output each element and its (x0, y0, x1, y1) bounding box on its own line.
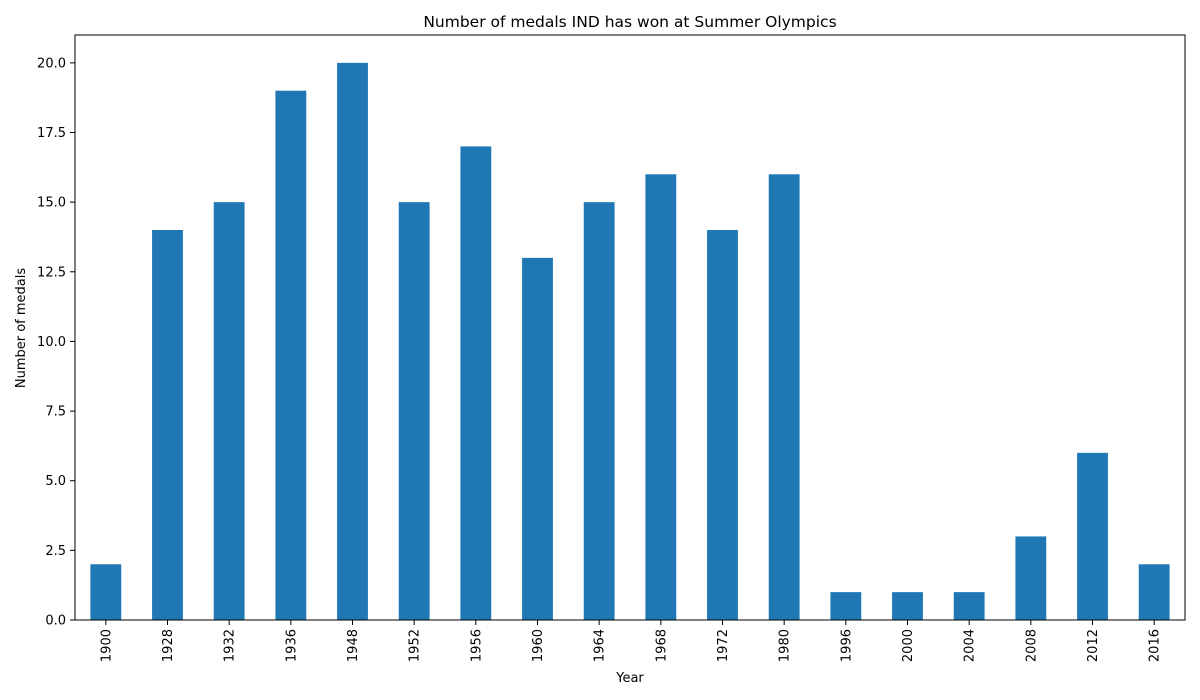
x-tick-label: 1972 (716, 629, 731, 662)
x-tick-label: 1996 (839, 629, 854, 662)
bar-1972 (707, 230, 738, 620)
y-axis: 0.0 2.5 5.0 7.5 10.0 12.5 15.0 17.5 20.0 (37, 56, 75, 629)
x-tick-label: 2012 (1086, 629, 1101, 662)
y-tick-label: 12.5 (37, 265, 66, 280)
x-axis-label: Year (615, 671, 644, 686)
bar-1936 (275, 90, 307, 620)
x-tick-label: 1948 (346, 629, 361, 662)
bar-1932 (213, 202, 245, 620)
bar-2000 (892, 592, 923, 620)
y-tick-label: 7.5 (45, 405, 66, 420)
x-tick-label: 1936 (284, 629, 299, 662)
y-tick-label: 10.0 (37, 335, 66, 350)
bar-1948 (337, 62, 368, 621)
y-tick-label: 0.0 (45, 614, 66, 629)
bar-1996 (830, 592, 862, 620)
y-tick-label: 15.0 (37, 196, 66, 211)
bar-1900 (90, 564, 122, 620)
bar-2016 (1138, 564, 1170, 620)
x-tick-label: 1932 (223, 629, 238, 662)
bar-1968 (645, 174, 677, 621)
y-tick-label: 20.0 (37, 56, 66, 71)
bar-2004 (953, 592, 985, 620)
bars-group (90, 62, 1170, 621)
x-tick-label: 1980 (778, 629, 793, 662)
bar-2008 (1015, 536, 1047, 620)
bar-1956 (460, 146, 492, 620)
x-tick-label: 2016 (1148, 629, 1163, 662)
bar-1952 (398, 202, 430, 620)
y-tick-label: 17.5 (37, 126, 66, 141)
bar-1960 (522, 257, 553, 620)
x-tick-label: 1952 (408, 629, 423, 662)
y-tick-label: 2.5 (45, 544, 66, 559)
x-tick-label: 2000 (901, 629, 916, 662)
x-tick-label: 1928 (161, 629, 176, 662)
bar-1980 (768, 174, 800, 621)
plot-frame (74, 34, 1186, 621)
x-tick-label: 1964 (593, 629, 608, 662)
bar-1928 (152, 230, 183, 620)
x-tick-label: 1956 (469, 629, 484, 662)
x-tick-label: 1960 (531, 629, 546, 662)
chart-title: Number of medals IND has won at Summer O… (423, 13, 836, 31)
y-axis-label: Number of medals (14, 268, 29, 389)
x-tick-label: 2008 (1024, 629, 1039, 662)
x-axis: 1900 1928 1932 1936 1948 1952 1956 1960 1964 1968… (99, 620, 1163, 662)
x-tick-label: 2004 (963, 629, 978, 662)
bar-2012 (1077, 452, 1108, 620)
x-tick-label: 1968 (654, 629, 669, 662)
y-tick-label: 5.0 (45, 474, 66, 489)
x-tick-label: 1900 (99, 629, 114, 662)
bar-1964 (583, 202, 615, 620)
